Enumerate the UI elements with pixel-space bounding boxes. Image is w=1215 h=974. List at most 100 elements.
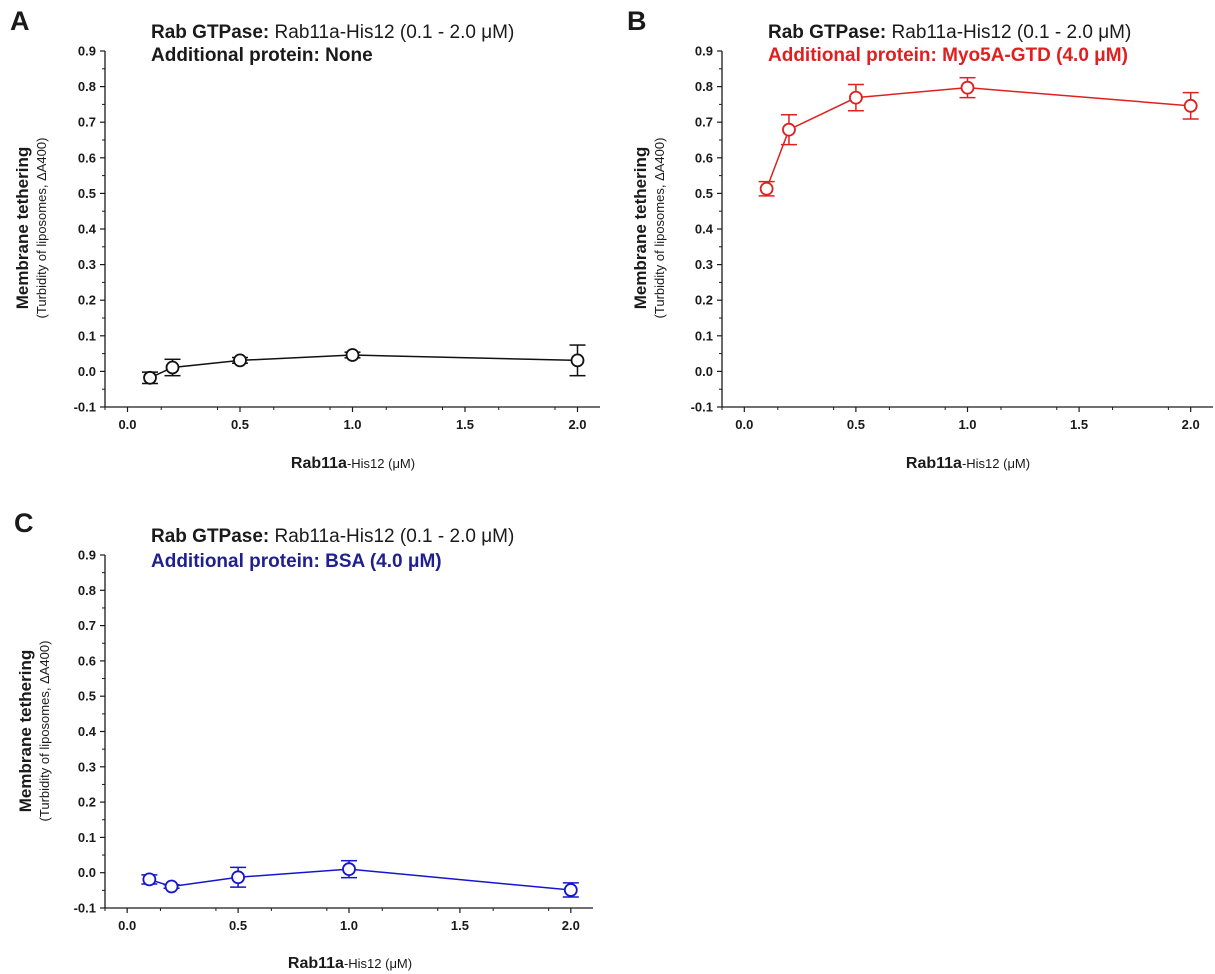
x-axis-label-rest: -His12 (μM): [962, 456, 1030, 471]
data-point: [563, 883, 578, 897]
y-tick-label: 0.7: [78, 115, 96, 130]
x-tick-label: 1.0: [340, 918, 358, 933]
y-tick-label: 0.2: [78, 293, 96, 308]
x-tick-label: 1.5: [451, 918, 469, 933]
y-tick-label: 0.4: [78, 222, 97, 237]
data-point: [759, 181, 774, 196]
data-point: [165, 360, 180, 375]
data-point: [782, 122, 796, 137]
y-tick-label: 0.5: [695, 186, 713, 201]
y-tick-label: -0.1: [691, 400, 713, 415]
data-point: [231, 870, 245, 885]
plot-area: -0.1 0.0 0.1 0.2 0.3 0.4 0.5 0.6 0.7 0.8 0.9 0.0 0.5…: [691, 44, 1213, 432]
panel-a: A Rab GTPase: Rab11a-His12 (0.1 - 2.0 μM…: [10, 6, 600, 472]
y-tick-label: 0.5: [78, 186, 96, 201]
x-tick-label: 2.0: [568, 417, 586, 432]
y-tick-label: 0.8: [78, 583, 96, 598]
data-point: [142, 872, 157, 887]
x-axis-label: Rab11a-His12 (μM): [288, 955, 412, 972]
y-tick-label: 0.1: [78, 328, 96, 343]
y-tick-label: 0.0: [695, 364, 713, 379]
x-tick-label: 2.0: [1182, 417, 1200, 432]
x-tick-label: 0.5: [231, 417, 249, 432]
title-bold: Rab GTPase:: [151, 526, 269, 547]
y-tick-label: 0.2: [78, 795, 96, 810]
series-line: [149, 868, 571, 891]
x-tick-label: 1.0: [343, 417, 361, 432]
title-bold: Rab GTPase:: [768, 22, 886, 43]
data-point: [233, 353, 247, 368]
y-axis-sublabel: (Turbidity of liposomes, ΔA400): [652, 138, 667, 319]
y-tick-label: 0.1: [78, 830, 96, 845]
data-point: [960, 80, 975, 95]
y-tick-label: 0.4: [695, 222, 714, 237]
y-tick-label: 0.8: [695, 79, 713, 94]
data-point: [143, 370, 157, 385]
panel-b: B Rab GTPase: Rab11a-His12 (0.1 - 2.0 μM…: [627, 6, 1213, 472]
title-line-1: Rab GTPase: Rab11a-His12 (0.1 - 2.0 μM): [768, 22, 1131, 43]
x-tick-label: 0.0: [118, 918, 136, 933]
title-bold: Rab GTPase:: [151, 22, 269, 43]
x-tick-label: 1.5: [1070, 417, 1088, 432]
y-tick-label: 0.9: [78, 44, 96, 59]
title-line-1: Rab GTPase: Rab11a-His12 (0.1 - 2.0 μM): [151, 22, 514, 43]
x-tick-label: 1.0: [958, 417, 976, 432]
data-point: [164, 879, 179, 894]
y-tick-label: 0.9: [78, 548, 96, 563]
y-axis-sublabel: (Turbidity of liposomes, ΔA400): [37, 641, 52, 822]
y-tick-label: 0.4: [78, 724, 97, 739]
y-tick-label: 0.8: [78, 79, 96, 94]
x-tick-label: 0.0: [735, 417, 753, 432]
x-tick-label: 0.0: [118, 417, 136, 432]
y-tick-label: -0.1: [74, 901, 96, 916]
x-tick-label: 1.5: [456, 417, 474, 432]
y-axis-sublabel: (Turbidity of liposomes, ΔA400): [34, 138, 49, 319]
y-tick-label: 0.3: [695, 257, 713, 272]
data-point: [849, 90, 863, 105]
y-axis-label: Membrane tethering: [631, 147, 650, 309]
y-tick-label: 0.7: [695, 115, 713, 130]
y-tick-label: 0.7: [78, 618, 96, 633]
title-line-2: Additional protein: BSA (4.0 μM): [151, 551, 442, 572]
title-rest: Rab11a-His12 (0.1 - 2.0 μM): [886, 22, 1131, 43]
x-tick-label: 0.5: [229, 918, 247, 933]
y-tick-label: 0.6: [695, 150, 713, 165]
y-tick-label: 0.1: [695, 328, 713, 343]
x-axis-label-rest: -His12 (μM): [344, 956, 412, 971]
panel-c: C Rab GTPase: Rab11a-His12 (0.1 - 2.0 μM…: [14, 508, 593, 972]
panel-label: B: [627, 6, 647, 36]
x-axis-label: Rab11a-His12 (μM): [291, 455, 415, 472]
title-line-2: Additional protein: Myo5A-GTD (4.0 μM): [768, 45, 1128, 66]
x-axis-label-bold: Rab11a: [906, 455, 962, 472]
plot-area: -0.1 0.0 0.1 0.2 0.3 0.4 0.5 0.6 0.7 0.8 0.9 0.0 0.5…: [74, 44, 600, 432]
x-axis-label-bold: Rab11a: [288, 955, 344, 972]
series-line: [765, 86, 1191, 190]
y-axis-label: Membrane tethering: [16, 650, 35, 812]
panel-label: A: [10, 6, 30, 36]
data-point: [345, 348, 360, 362]
y-tick-label: 0.5: [78, 689, 96, 704]
y-tick-label: 0.3: [78, 759, 96, 774]
x-axis-label: Rab11a-His12 (μM): [906, 455, 1030, 472]
x-axis-label-rest: -His12 (μM): [347, 456, 415, 471]
title-rest: Rab11a-His12 (0.1 - 2.0 μM): [269, 526, 514, 547]
data-point: [570, 353, 585, 368]
x-axis-label-bold: Rab11a: [291, 455, 347, 472]
y-tick-label: 0.6: [78, 653, 96, 668]
x-tick-label: 0.5: [847, 417, 865, 432]
y-tick-label: 0.3: [78, 257, 96, 272]
y-tick-label: 0.2: [695, 293, 713, 308]
data-point: [1183, 98, 1198, 113]
x-tick-label: 2.0: [562, 918, 580, 933]
y-axis-label: Membrane tethering: [13, 147, 32, 309]
y-tick-label: 0.0: [78, 865, 96, 880]
panel-label: C: [14, 508, 34, 538]
y-tick-label: 0.6: [78, 150, 96, 165]
y-tick-label: 0.0: [78, 364, 96, 379]
title-rest: Rab11a-His12 (0.1 - 2.0 μM): [269, 22, 514, 43]
y-tick-label: 0.9: [695, 44, 713, 59]
series-line: [149, 354, 578, 379]
y-tick-label: -0.1: [74, 400, 96, 415]
data-point: [342, 862, 356, 877]
